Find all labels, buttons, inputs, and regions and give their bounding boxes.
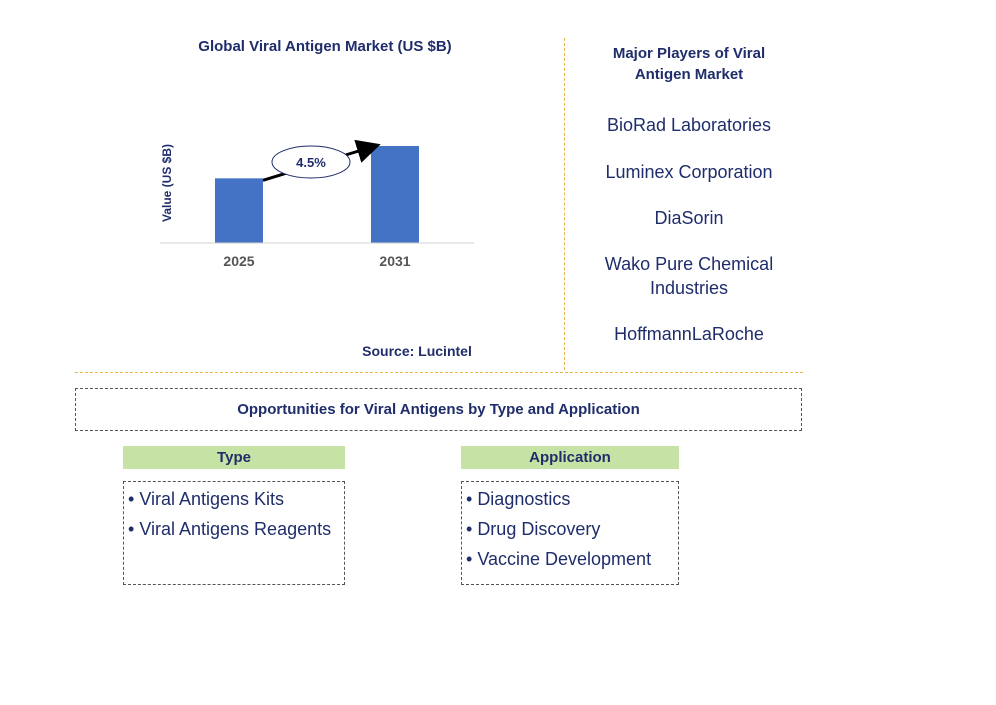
type-list-box: Viral Antigens Kits Viral Antigens Reage… [123, 481, 345, 585]
x-tick-label: 2025 [223, 253, 254, 269]
player-item: BioRad Laboratories [606, 115, 772, 135]
application-item: Diagnostics [466, 484, 674, 514]
player-item: HoffmannLaRoche [614, 324, 764, 344]
cagr-bubble [271, 145, 351, 179]
type-header: Type [123, 446, 345, 469]
x-tick-label: 2031 [379, 253, 410, 269]
bar-2031 [371, 146, 419, 243]
application-list-box: Diagnostics Drug Discovery Vaccine Devel… [461, 481, 679, 585]
type-item: Viral Antigens Kits [128, 484, 340, 514]
application-item: Drug Discovery [466, 514, 674, 544]
cagr-label: 4.5% [296, 155, 326, 170]
type-item: Viral Antigens Reagents [128, 514, 340, 544]
source-label: Source: Lucintel [362, 343, 472, 359]
players-title: Major Players of Viral Antigen Market [612, 45, 766, 83]
horizontal-divider [75, 372, 803, 373]
vertical-divider [564, 38, 565, 370]
application-item: Vaccine Development [466, 544, 674, 574]
application-header: Application [461, 446, 679, 469]
player-item: Wako Pure Chemical Industries [604, 254, 774, 298]
chart-title: Global Viral Antigen Market (US $B) [198, 38, 452, 55]
bar-2025 [215, 178, 263, 243]
bar-chart: 2025 2031 4.5% [160, 139, 474, 269]
type-column: Type Viral Antigens Kits Viral Antigens … [123, 446, 345, 585]
player-item: Luminex Corporation [605, 162, 773, 182]
application-column: Application Diagnostics Drug Discovery V… [461, 446, 679, 585]
player-item: DiaSorin [654, 208, 724, 228]
opportunities-title: Opportunities for Viral Antigens by Type… [237, 401, 640, 418]
opportunities-title-box: Opportunities for Viral Antigens by Type… [75, 388, 802, 431]
